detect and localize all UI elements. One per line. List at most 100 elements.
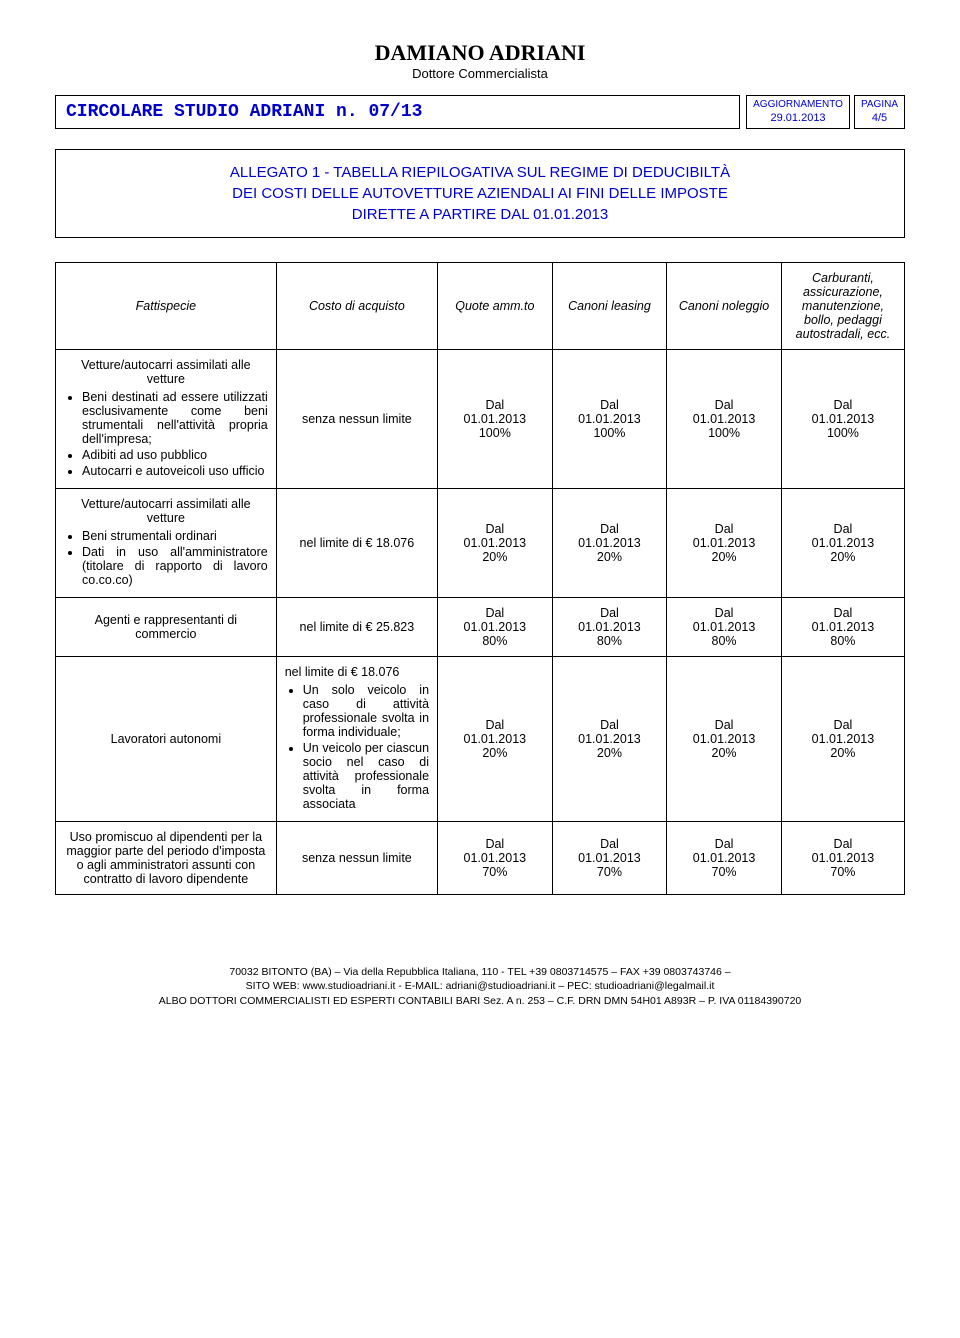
list-item: Autocarri e autoveicoli uso ufficio <box>82 464 268 478</box>
value-line: 01.01.2013 <box>790 732 896 746</box>
th-costo: Costo di acquisto <box>276 263 437 350</box>
value-line: Dal <box>446 398 544 412</box>
aggiornamento-value: 29.01.2013 <box>753 112 843 126</box>
value-line: 01.01.2013 <box>446 536 544 550</box>
cell-value: Dal01.01.201380% <box>552 598 667 657</box>
value-line: 70% <box>446 865 544 879</box>
table-row: Lavoratori autonomi nel limite di € 18.07… <box>56 657 905 822</box>
value-line: Dal <box>790 718 896 732</box>
value-line: Dal <box>561 398 659 412</box>
value-line: 01.01.2013 <box>561 412 659 426</box>
th-noleggio: Canoni noleggio <box>667 263 782 350</box>
fattispecie-list: Beni destinati ad essere utilizzati escl… <box>64 390 268 478</box>
value-line: 20% <box>561 746 659 760</box>
deducibilita-table: Fattispecie Costo di acquisto Quote amm.… <box>55 262 905 895</box>
value-line: 01.01.2013 <box>446 412 544 426</box>
cell-value: Dal01.01.201320% <box>667 489 782 598</box>
cell-value: Dal01.01.201380% <box>438 598 553 657</box>
cell-value: Dal01.01.201380% <box>781 598 904 657</box>
cell-costo: nel limite di € 18.076 Un solo veicolo in… <box>276 657 437 822</box>
cell-value: Dal01.01.201320% <box>781 657 904 822</box>
value-line: Dal <box>790 398 896 412</box>
list-item: Adibiti ad uso pubblico <box>82 448 268 462</box>
value-line: 20% <box>675 746 773 760</box>
value-line: 20% <box>790 550 896 564</box>
value-line: 80% <box>675 634 773 648</box>
value-line: Dal <box>446 718 544 732</box>
value-line: Dal <box>561 606 659 620</box>
value-line: 20% <box>790 746 896 760</box>
value-line: Dal <box>446 606 544 620</box>
cell-value: Dal01.01.2013100% <box>438 350 553 489</box>
value-line: 70% <box>790 865 896 879</box>
value-line: 100% <box>790 426 896 440</box>
table-row: Vetture/autocarri assimilati alle vettur… <box>56 350 905 489</box>
value-line: 01.01.2013 <box>675 536 773 550</box>
circolare-title: CIRCOLARE STUDIO ADRIANI n. 07/13 <box>55 95 740 129</box>
costo-text: nel limite di € 25.823 <box>285 620 429 634</box>
value-line: Dal <box>561 837 659 851</box>
cell-value: Dal01.01.201320% <box>438 489 553 598</box>
fattispecie-text: Agenti e rappresentanti di commercio <box>64 613 268 641</box>
costo-pre: nel limite di € 18.076 <box>285 665 429 679</box>
value-line: 01.01.2013 <box>675 732 773 746</box>
value-line: 01.01.2013 <box>561 620 659 634</box>
cell-fattispecie: Uso promiscuo al dipendenti per la maggi… <box>56 822 277 895</box>
cell-value: Dal01.01.201380% <box>667 598 782 657</box>
value-line: Dal <box>675 398 773 412</box>
list-item: Beni destinati ad essere utilizzati escl… <box>82 390 268 446</box>
value-line: 20% <box>675 550 773 564</box>
value-line: 01.01.2013 <box>790 536 896 550</box>
value-line: Dal <box>675 718 773 732</box>
th-fattispecie: Fattispecie <box>56 263 277 350</box>
author-subtitle: Dottore Commercialista <box>55 66 905 81</box>
th-leasing: Canoni leasing <box>552 263 667 350</box>
list-item: Un veicolo per ciascun socio nel caso di… <box>303 741 429 811</box>
cell-costo: senza nessun limite <box>276 350 437 489</box>
fattispecie-text: Lavoratori autonomi <box>64 732 268 746</box>
value-line: Dal <box>561 718 659 732</box>
footer-line3: ALBO DOTTORI COMMERCIALISTI ED ESPERTI C… <box>55 994 905 1008</box>
value-line: 20% <box>561 550 659 564</box>
cell-value: Dal01.01.201320% <box>781 489 904 598</box>
pagina-box: PAGINA 4/5 <box>854 95 905 129</box>
costo-text: senza nessun limite <box>285 412 429 426</box>
value-line: 70% <box>561 865 659 879</box>
allegato-line2: DEI COSTI DELLE AUTOVETTURE AZIENDALI AI… <box>70 183 890 204</box>
costo-list: Un solo veicolo in caso di attività prof… <box>285 683 429 811</box>
value-line: 100% <box>446 426 544 440</box>
cell-fattispecie: Agenti e rappresentanti di commercio <box>56 598 277 657</box>
value-line: Dal <box>675 522 773 536</box>
cell-value: Dal01.01.201370% <box>438 822 553 895</box>
cell-costo: senza nessun limite <box>276 822 437 895</box>
author-name: DAMIANO ADRIANI <box>55 40 905 66</box>
th-carburanti: Carburanti, assicurazione, manutenzione,… <box>781 263 904 350</box>
costo-text: senza nessun limite <box>285 851 429 865</box>
value-line: 80% <box>446 634 544 648</box>
value-line: 100% <box>675 426 773 440</box>
list-item: Beni strumentali ordinari <box>82 529 268 543</box>
cell-value: Dal01.01.201370% <box>552 822 667 895</box>
cell-value: Dal01.01.201370% <box>667 822 782 895</box>
value-line: 20% <box>446 746 544 760</box>
value-line: 01.01.2013 <box>675 620 773 634</box>
cell-value: Dal01.01.201320% <box>438 657 553 822</box>
value-line: 20% <box>446 550 544 564</box>
list-item: Un solo veicolo in caso di attività prof… <box>303 683 429 739</box>
cell-costo: nel limite di € 25.823 <box>276 598 437 657</box>
cell-value: Dal01.01.201370% <box>781 822 904 895</box>
value-line: 01.01.2013 <box>790 851 896 865</box>
allegato-line3: DIRETTE A PARTIRE DAL 01.01.2013 <box>70 204 890 225</box>
value-line: 80% <box>561 634 659 648</box>
value-line: 01.01.2013 <box>675 851 773 865</box>
value-line: Dal <box>790 606 896 620</box>
value-line: 01.01.2013 <box>790 620 896 634</box>
aggiornamento-label: AGGIORNAMENTO <box>753 99 843 112</box>
cell-fattispecie: Lavoratori autonomi <box>56 657 277 822</box>
aggiornamento-box: AGGIORNAMENTO 29.01.2013 <box>746 95 850 129</box>
value-line: Dal <box>446 837 544 851</box>
pagina-value: 4/5 <box>861 112 898 126</box>
value-line: 70% <box>675 865 773 879</box>
fattispecie-text: Uso promiscuo al dipendenti per la maggi… <box>64 830 268 886</box>
value-line: 01.01.2013 <box>561 536 659 550</box>
